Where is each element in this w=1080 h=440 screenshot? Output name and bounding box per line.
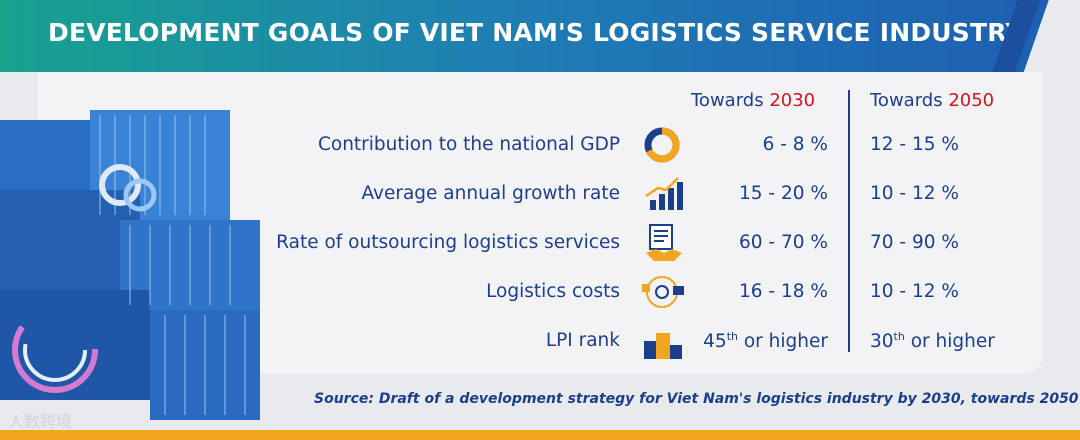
value-2050: 12 - 15 % (870, 134, 959, 155)
value-2030: 6 - 8 % (762, 134, 828, 155)
column-header-2050: Towards 2050 (870, 90, 995, 111)
row-label: Average annual growth rate (361, 183, 620, 204)
column-divider (848, 90, 850, 352)
column-header-2030: Towards 2030 (691, 90, 816, 111)
title-banner: DEVELOPMENT GOALS OF VIET NAM'S LOGISTIC… (0, 0, 1080, 72)
bottom-accent-bar (0, 430, 1080, 440)
value-2050: 30th or higher (870, 330, 995, 353)
row-label: LPI rank (545, 330, 620, 351)
row-label: Contribution to the national GDP (317, 134, 620, 155)
contract-handshake-icon (646, 224, 682, 261)
goal-row-lpi: LPI rank 45th or higher 30th or higher (0, 321, 1080, 361)
value-2050: 70 - 90 % (870, 232, 959, 253)
value-2030: 15 - 20 % (739, 183, 828, 204)
source-note: Source: Draft of a development strategy … (314, 391, 1079, 407)
shipping-containers-illustration (0, 110, 260, 420)
growth-bars-icon (645, 177, 683, 210)
value-2050: 10 - 12 % (870, 183, 959, 204)
value-2030: 45th or higher (703, 330, 828, 353)
cost-truck-icon (642, 276, 684, 308)
goal-row-outsourcing: Rate of outsourcing logistics services 6… (0, 223, 1080, 263)
goal-row-gdp: Contribution to the national GDP 6 - 8 %… (0, 125, 1080, 165)
donut-chart-icon (644, 127, 680, 163)
row-label: Logistics costs (486, 281, 620, 302)
row-label: Rate of outsourcing logistics services (276, 232, 620, 253)
podium-icon (644, 333, 682, 359)
goal-row-growth: Average annual growth rate 15 - 20 % 10 … (0, 174, 1080, 214)
page-title: DEVELOPMENT GOALS OF VIET NAM'S LOGISTIC… (48, 18, 1024, 47)
value-2030: 60 - 70 % (739, 232, 828, 253)
watermark-logo: 人数跨境 (8, 412, 73, 431)
goal-row-costs: Logistics costs 16 - 18 % 10 - 12 % (0, 272, 1080, 312)
value-2050: 10 - 12 % (870, 281, 959, 302)
value-2030: 16 - 18 % (739, 281, 828, 302)
